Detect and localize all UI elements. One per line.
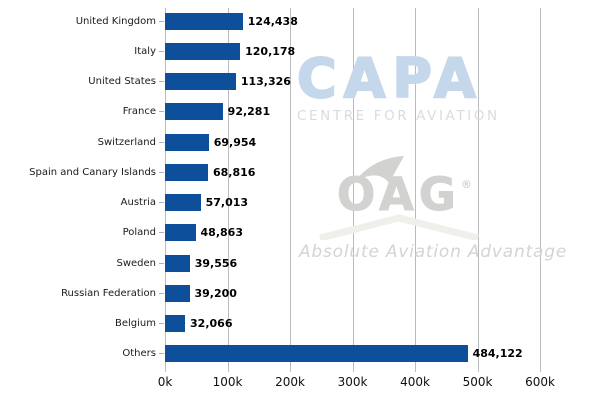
category-tick: [159, 232, 164, 234]
category-label: France: [122, 106, 156, 118]
bar-area: 48,863: [164, 218, 600, 248]
x-tick-label: 400k: [400, 375, 430, 389]
bar-area: 39,200: [164, 278, 600, 308]
category-label: Austria: [120, 197, 156, 209]
bar: [165, 12, 243, 30]
chart-row: Russian Federation 39,200: [0, 278, 600, 308]
chart-row: Spain and Canary Islands 68,816: [0, 157, 600, 187]
category-tick: [159, 202, 164, 204]
bar-value-label: 57,013: [205, 196, 249, 210]
category-label: Russian Federation: [61, 287, 156, 299]
chart-row: Austria 57,013: [0, 188, 600, 218]
chart-row: Switzerland 69,954: [0, 127, 600, 157]
bar-area: 484,122: [164, 339, 600, 369]
category-tick: [159, 171, 164, 173]
x-tick-label: 0k: [157, 375, 173, 389]
bar: [165, 224, 196, 242]
bar: [165, 133, 209, 151]
category-tick: [159, 292, 164, 294]
category-label: Spain and Canary Islands: [29, 166, 156, 178]
bar-value-label: 48,863: [200, 226, 243, 240]
chart-row: Poland 48,863: [0, 218, 600, 248]
bar-value-label: 32,066: [190, 317, 233, 331]
bar-value-label: 68,816: [213, 165, 256, 179]
x-axis-tick: [415, 368, 416, 372]
bar-area: 68,816: [164, 157, 600, 187]
bar: [165, 103, 223, 121]
bar-area: 69,954: [164, 127, 600, 157]
chart-row: Others 484,122: [0, 339, 600, 369]
bar: [165, 345, 468, 363]
chart-row: United States 113,326: [0, 67, 600, 97]
x-axis-tick: [165, 368, 166, 372]
category-tick: [159, 353, 164, 355]
category-label: Others: [122, 348, 156, 360]
rows: United Kingdom 124,438 Italy 120,178 United …: [0, 6, 600, 369]
bar-area: 113,326: [164, 67, 600, 97]
bar: [165, 42, 241, 60]
bar-value-label: 484,122: [472, 347, 523, 361]
category-tick: [159, 20, 164, 22]
bar: [165, 315, 186, 333]
bar-area: 32,066: [164, 309, 600, 339]
category-tick: [159, 141, 164, 143]
bar-value-label: 92,281: [227, 105, 271, 119]
category-tick: [159, 262, 164, 264]
bar-value-label: 39,556: [194, 256, 238, 270]
chart-row: Sweden 39,556: [0, 248, 600, 278]
category-tick: [159, 111, 164, 113]
x-tick-label: 600k: [525, 375, 555, 389]
x-axis-tick: [352, 368, 354, 372]
category-label: Poland: [122, 227, 156, 239]
category-label: Sweden: [116, 257, 156, 269]
category-tick: [159, 81, 164, 83]
bar-value-label: 120,178: [245, 44, 296, 58]
bar-area: 92,281: [164, 97, 600, 127]
category-label: Switzerland: [97, 136, 156, 148]
x-axis: 0k 100k 200k 300k 400k 500k 600k: [158, 368, 555, 396]
bar: [165, 194, 201, 212]
bar-value-label: 69,954: [213, 135, 257, 149]
category-tick: [159, 50, 164, 52]
category-label: Italy: [134, 45, 156, 57]
x-axis-tick: [477, 368, 479, 372]
x-tick-label: 100k: [212, 375, 243, 389]
bar-area: 39,556: [164, 248, 600, 278]
bar-area: 120,178: [164, 36, 600, 66]
x-axis-tick: [290, 368, 291, 372]
category-tick: [159, 323, 164, 325]
chart-row: France 92,281: [0, 97, 600, 127]
bar-area: 57,013: [164, 188, 600, 218]
x-axis-tick: [227, 368, 229, 372]
bar-area: 124,438: [164, 6, 600, 36]
bar: [165, 73, 236, 91]
bar: [165, 163, 208, 181]
bar-value-label: 124,438: [247, 14, 298, 28]
x-axis-tick: [540, 368, 541, 372]
category-label: United States: [88, 76, 156, 88]
x-tick-label: 500k: [462, 375, 493, 389]
chart-row: Italy 120,178: [0, 36, 600, 66]
x-tick-label: 200k: [275, 375, 305, 389]
x-tick-label: 300k: [337, 375, 368, 389]
bar-value-label: 39,200: [194, 286, 237, 300]
category-label: Belgium: [115, 318, 156, 330]
bar: [165, 284, 190, 302]
bar-value-label: 113,326: [240, 75, 291, 89]
bar: [165, 254, 190, 272]
category-label: United Kingdom: [75, 15, 156, 27]
chart-row: Belgium 32,066: [0, 309, 600, 339]
chart-row: United Kingdom 124,438: [0, 6, 600, 36]
